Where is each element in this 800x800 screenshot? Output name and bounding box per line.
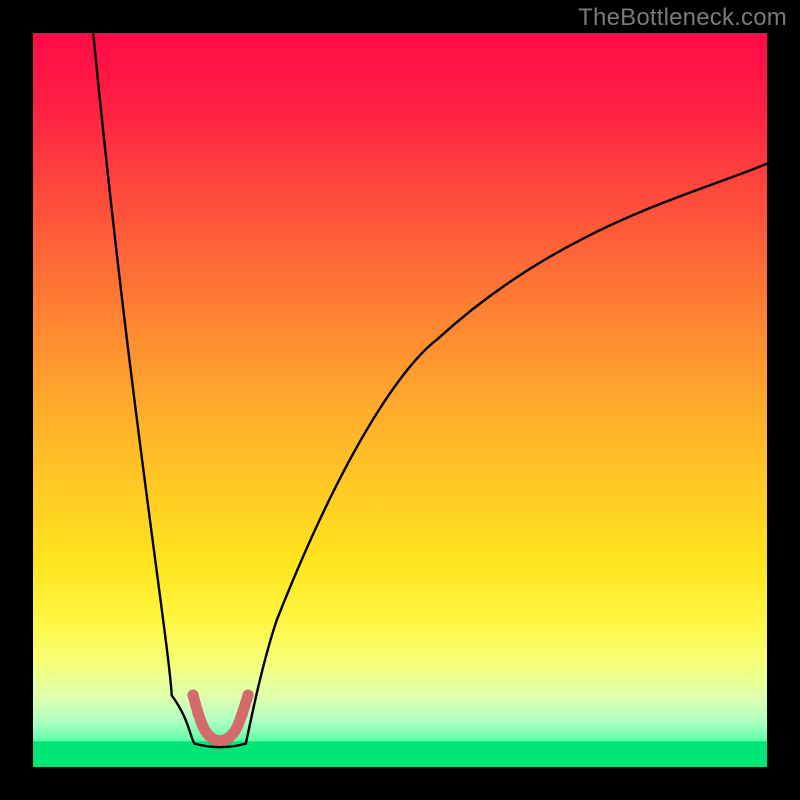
notch-marker-bead bbox=[193, 709, 204, 720]
bottleneck-chart bbox=[0, 0, 800, 800]
notch-marker-bead bbox=[243, 690, 254, 701]
watermark-text: TheBottleneck.com bbox=[578, 4, 787, 32]
notch-marker-bead bbox=[188, 690, 199, 701]
heat-gradient-background bbox=[33, 33, 767, 767]
notch-marker-bead bbox=[237, 709, 248, 720]
bottom-green-strip bbox=[33, 741, 767, 769]
